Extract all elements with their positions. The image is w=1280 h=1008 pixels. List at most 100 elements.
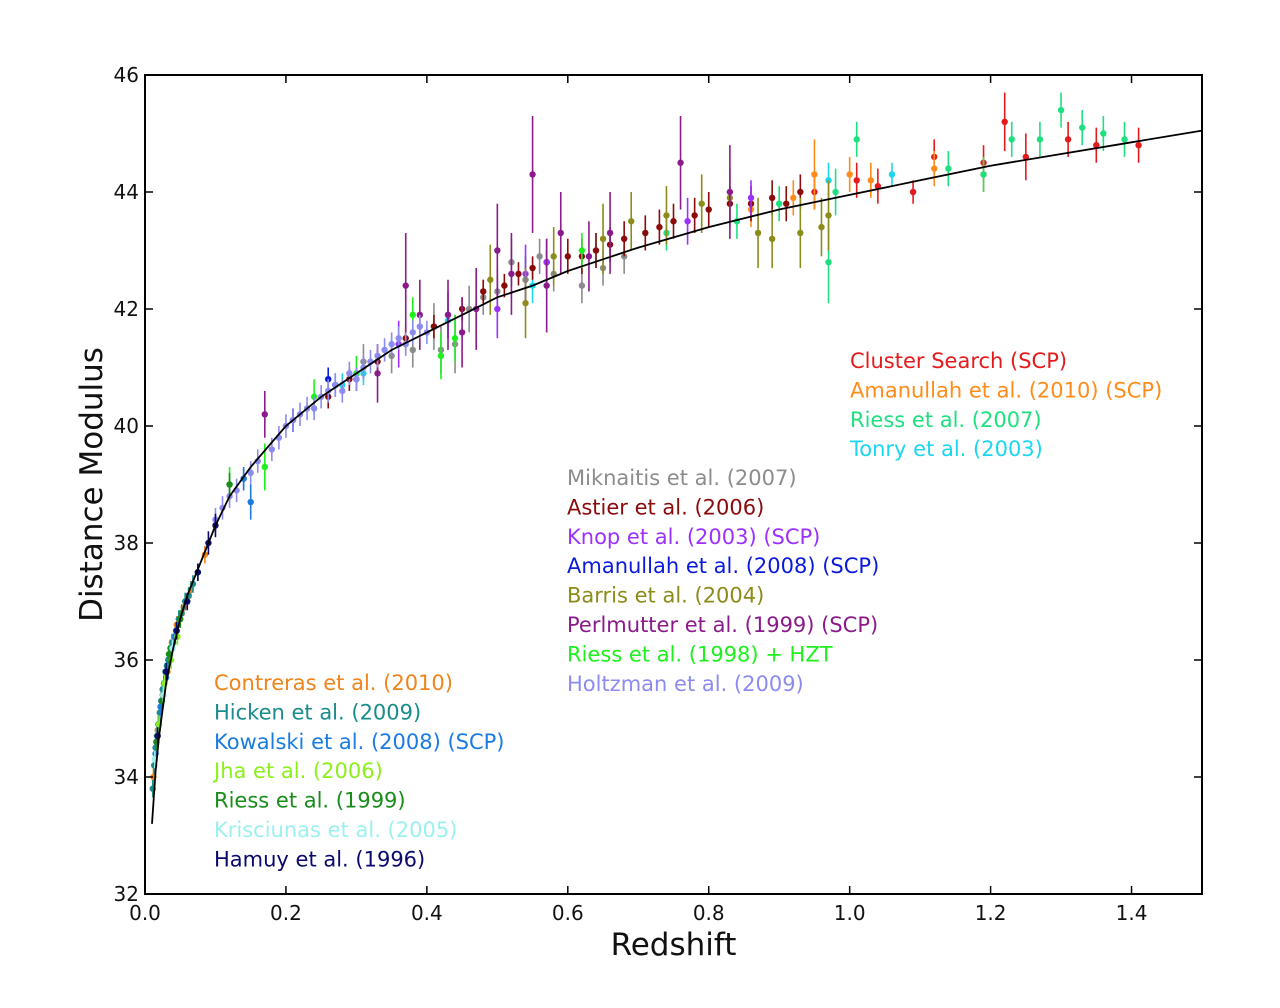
data-point (557, 229, 564, 237)
data-point (670, 218, 677, 225)
legend-entry: Hicken et al. (2009) (214, 700, 421, 724)
legend-entry: Riess et al. (1998) + HZT (567, 642, 833, 666)
data-point (705, 206, 712, 213)
data-point (529, 171, 536, 178)
data-point (684, 218, 691, 225)
x-tick-label: 0.4 (411, 901, 443, 925)
data-point (1093, 142, 1100, 149)
data-point (261, 411, 268, 418)
legend-entry: Amanullah et al. (2008) (SCP) (567, 554, 879, 578)
data-point (1079, 124, 1086, 131)
data-point (409, 311, 416, 319)
legend-entry: Jha et al. (2006) (212, 759, 383, 783)
data-point (578, 247, 586, 254)
data-point (388, 340, 395, 348)
x-tick-label: 1.4 (1116, 901, 1148, 925)
data-point (1064, 136, 1072, 143)
data-point (494, 305, 501, 313)
legend-entry: Astier et al. (2006) (567, 495, 764, 519)
data-point (1057, 106, 1065, 114)
data-point (508, 270, 515, 278)
data-point (1036, 136, 1044, 143)
data-point (825, 212, 832, 219)
data-point (1135, 142, 1142, 149)
data-point (909, 188, 917, 196)
data-point (592, 247, 600, 254)
legend-entry: Holtzman et al. (2009) (567, 672, 804, 696)
data-point (416, 311, 424, 319)
data-point (578, 282, 586, 289)
data-point (437, 352, 445, 359)
data-point (599, 235, 607, 242)
legend-entry: Contreras et al. (2010) (214, 671, 453, 695)
data-point (536, 253, 543, 260)
legend-layer: Cluster Search (SCP) Amanullah et al. (20… (212, 349, 1162, 871)
legend-entry: Riess et al. (2007) (850, 408, 1042, 432)
legend-entry: Kowalski et al. (2008) (SCP) (214, 730, 505, 754)
data-point (339, 387, 346, 395)
data-point (797, 229, 804, 237)
data-point (1022, 153, 1030, 161)
data-point (853, 136, 860, 143)
x-tick-label: 1.0 (834, 901, 866, 925)
legend-entry: Krisciunas et al. (2005) (214, 818, 457, 842)
series-group (811, 92, 1142, 210)
data-point (790, 194, 797, 202)
data-point (874, 182, 882, 190)
data-point (515, 270, 522, 278)
data-point (832, 188, 839, 196)
x-tick-label: 1.2 (975, 901, 1007, 925)
data-point (310, 405, 318, 412)
data-point (797, 188, 804, 196)
x-tick-label: 0.8 (693, 901, 725, 925)
data-point (480, 288, 487, 295)
legend-entry: Perlmutter et al. (1999) (SCP) (567, 613, 878, 637)
data-point (620, 235, 628, 242)
model-curve-layer (151, 129, 1203, 824)
data-point (783, 200, 790, 207)
data-point (606, 229, 614, 237)
data-point (726, 188, 734, 196)
data-point (268, 446, 276, 453)
x-tick-label: 0.2 (270, 901, 302, 925)
data-point (402, 282, 409, 289)
data-point (381, 346, 388, 354)
y-tick-label: 46 (114, 63, 139, 87)
y-tick-label: 44 (114, 180, 139, 204)
data-point (628, 218, 635, 225)
data-point (825, 259, 832, 266)
data-point (416, 323, 424, 330)
data-point (691, 212, 698, 219)
y-tick-label: 34 (114, 765, 139, 789)
x-tick-label: 0.6 (552, 901, 584, 925)
data-point (501, 282, 508, 289)
data-point (776, 200, 783, 207)
data-point (853, 177, 860, 184)
data-point (754, 229, 762, 237)
y-tick-label: 38 (114, 531, 139, 555)
data-point (543, 282, 550, 289)
data-point (1001, 118, 1008, 126)
y-tick-label: 36 (114, 648, 139, 672)
legend-entry: Riess et al. (1999) (214, 789, 406, 813)
legend-entry: Tonry et al. (2003) (849, 437, 1043, 461)
data-point (677, 159, 684, 166)
data-point (247, 469, 254, 476)
data-point (1121, 136, 1128, 143)
legend-entry: Knop et al. (2003) (SCP) (567, 525, 820, 549)
data-point (451, 335, 459, 342)
data-point (585, 253, 593, 260)
legend-entry: Barris et al. (2004) (567, 584, 764, 608)
y-tick-label: 32 (114, 882, 139, 906)
data-point (409, 346, 416, 354)
x-axis-title: Redshift (611, 927, 737, 963)
data-point (867, 177, 875, 184)
data-point (768, 194, 776, 202)
data-point (663, 212, 670, 219)
legend-entry: Hamuy et al. (1996) (214, 847, 425, 871)
data-point (642, 229, 649, 237)
data-point (698, 200, 705, 207)
data-point (458, 329, 466, 336)
data-point (564, 253, 571, 260)
